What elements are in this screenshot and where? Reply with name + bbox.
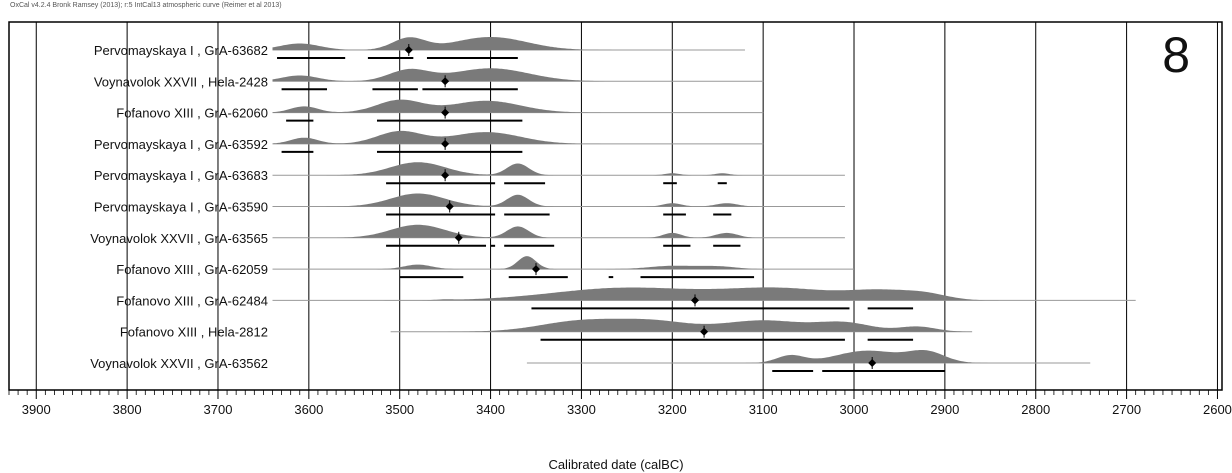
x-tick-label: 2600 bbox=[1203, 402, 1232, 417]
row-label: Fofanovo XIII , GrA-62060 bbox=[116, 106, 268, 121]
panel-label: 8 bbox=[1162, 27, 1190, 83]
row-label: Fofanovo XIII , GrA-62484 bbox=[116, 293, 268, 308]
row-label: Pervomayskaya I , GrA-63592 bbox=[94, 137, 268, 152]
x-tick-label: 3800 bbox=[113, 402, 142, 417]
x-tick-label: 3900 bbox=[22, 402, 51, 417]
probability-distribution bbox=[390, 318, 973, 332]
probability-distribution bbox=[272, 287, 1136, 301]
probability-distribution bbox=[272, 193, 845, 207]
row-label: Pervomayskaya I , GrA-63590 bbox=[94, 200, 268, 215]
x-tick-label: 3100 bbox=[749, 402, 778, 417]
probability-distribution bbox=[272, 162, 845, 176]
row-label: Fofanovo XIII , Hela-2812 bbox=[120, 325, 268, 340]
x-tick-label: 2900 bbox=[930, 402, 959, 417]
x-tick-label: 3600 bbox=[294, 402, 323, 417]
probability-distribution bbox=[272, 224, 845, 238]
x-tick-label: 2700 bbox=[1112, 402, 1141, 417]
row-label: Voynavolok XXVII , Hela-2428 bbox=[94, 74, 268, 89]
row-label: Fofanovo XIII , GrA-62059 bbox=[116, 262, 268, 277]
x-tick-label: 2800 bbox=[1021, 402, 1050, 417]
x-tick-label: 3000 bbox=[840, 402, 869, 417]
row-label: Pervomayskaya I , GrA-63682 bbox=[94, 43, 268, 58]
x-tick-label: 3200 bbox=[658, 402, 687, 417]
x-tick-label: 3400 bbox=[476, 402, 505, 417]
plot-frame bbox=[8, 21, 1223, 391]
x-axis-label: Calibrated date (calBC) bbox=[548, 457, 684, 472]
row-label: Voynavolok XXVII , GrA-63562 bbox=[90, 356, 268, 371]
probability-distribution bbox=[272, 256, 855, 270]
x-tick-label: 3700 bbox=[204, 402, 233, 417]
row-label: Pervomayskaya I , GrA-63683 bbox=[94, 168, 268, 183]
probability-distribution bbox=[526, 350, 1091, 363]
x-tick-label: 3300 bbox=[567, 402, 596, 417]
x-tick-label: 3500 bbox=[385, 402, 414, 417]
header-citation: OxCal v4.2.4 Bronk Ramsey (2013); r:5 In… bbox=[10, 2, 282, 9]
probability-distribution bbox=[272, 99, 764, 113]
probability-distribution bbox=[272, 68, 764, 82]
row-label: Voynavolok XXVII , GrA-63565 bbox=[90, 231, 268, 246]
probability-distribution bbox=[272, 37, 745, 50]
probability-distribution bbox=[272, 130, 764, 144]
